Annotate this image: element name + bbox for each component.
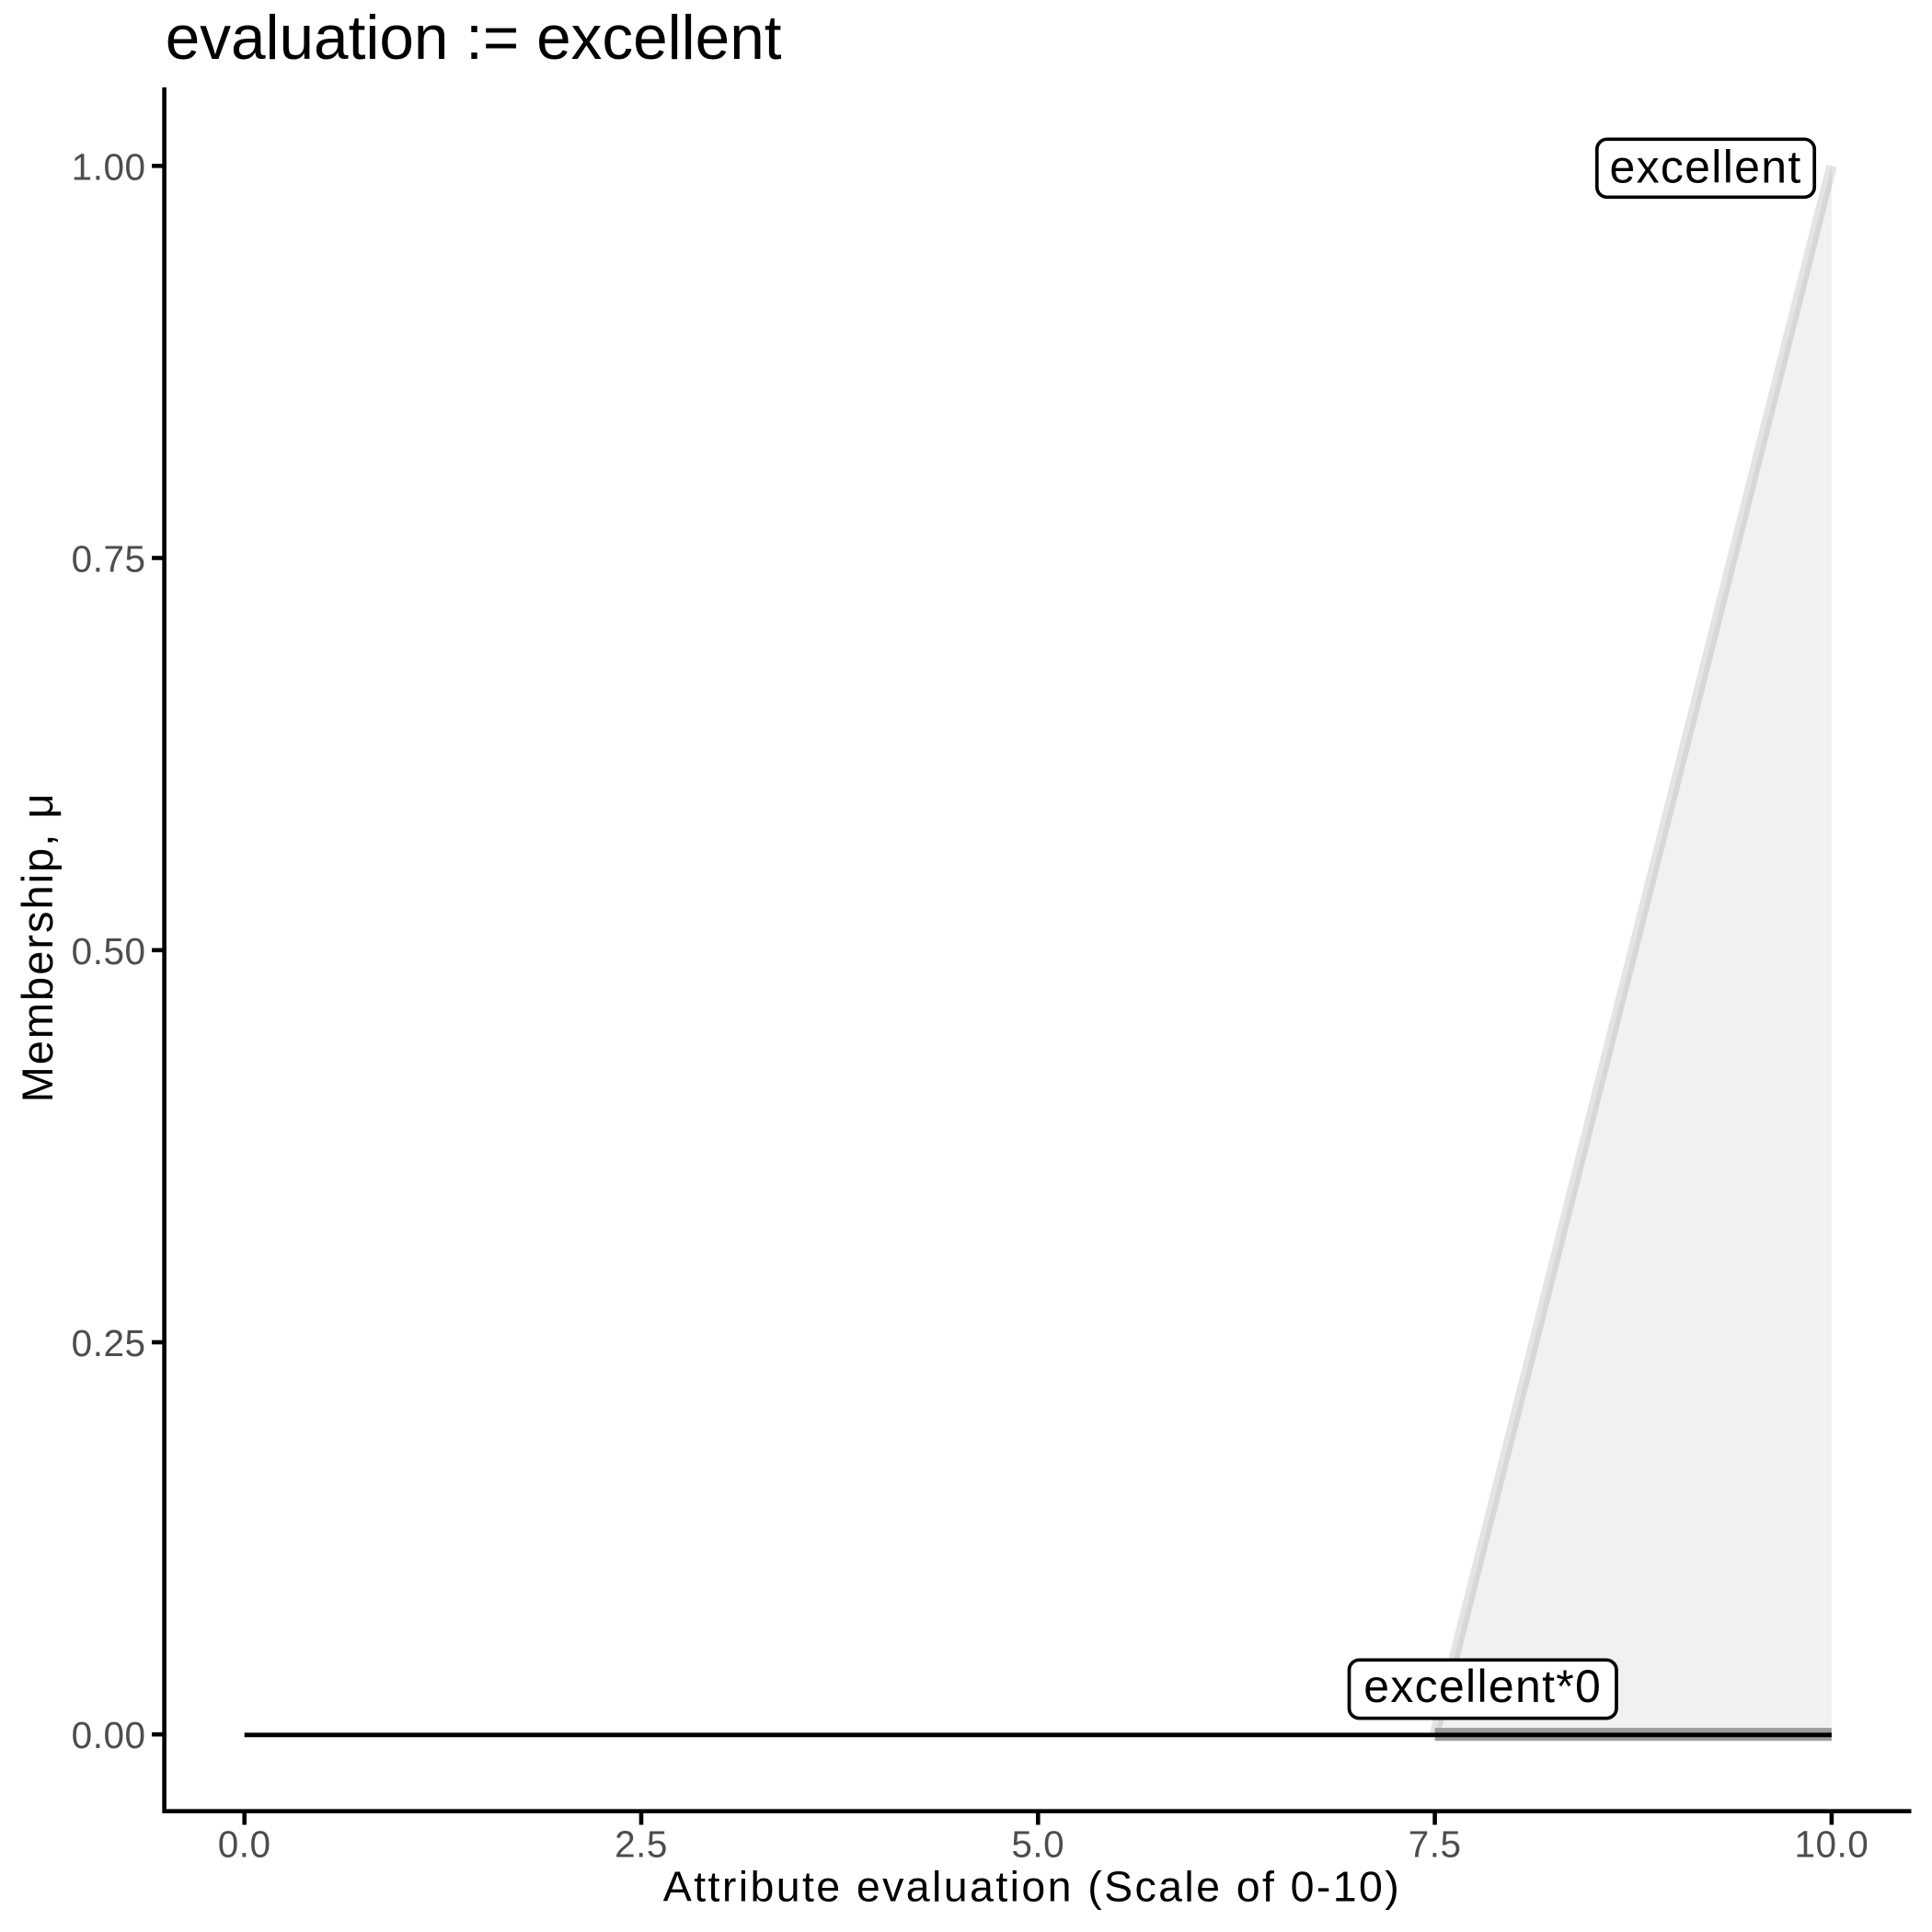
svg-text:0.50: 0.50 (72, 930, 146, 972)
svg-text:0.0: 0.0 (218, 1823, 271, 1866)
svg-text:10.0: 10.0 (1794, 1823, 1869, 1866)
svg-text:excellent: excellent (1609, 142, 1801, 193)
svg-text:Membership, μ: Membership, μ (13, 792, 62, 1103)
svg-text:2.5: 2.5 (615, 1823, 668, 1866)
svg-text:5.0: 5.0 (1011, 1823, 1064, 1866)
svg-text:excellent*0: excellent*0 (1363, 1661, 1602, 1712)
svg-text:0.00: 0.00 (72, 1714, 146, 1756)
svg-text:1.00: 1.00 (72, 145, 146, 188)
svg-text:Attribute evaluation (Scale of: Attribute evaluation (Scale of 0-10) (663, 1863, 1401, 1911)
svg-text:7.5: 7.5 (1409, 1823, 1462, 1866)
svg-text:0.75: 0.75 (72, 538, 146, 581)
svg-text:0.25: 0.25 (72, 1322, 146, 1364)
svg-text:evaluation := excellent: evaluation := excellent (166, 4, 782, 73)
